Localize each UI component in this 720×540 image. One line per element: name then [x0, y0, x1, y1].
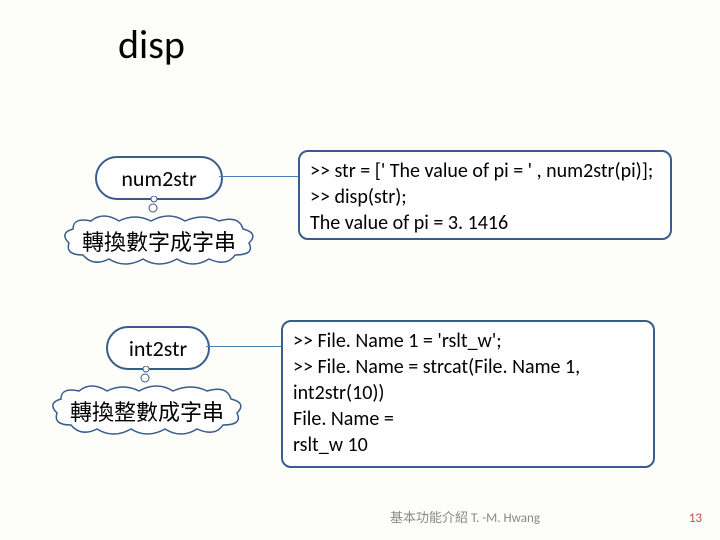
int2str-cloud-label: 轉換整數成字串 — [51, 385, 243, 437]
int2str-pill: int2str — [106, 326, 210, 370]
num2str-cloud-label: 轉換數字成字串 — [63, 215, 255, 267]
page-number: 13 — [689, 511, 702, 526]
int2str-pill-label: int2str — [129, 335, 187, 362]
code-line: File. Name = — [293, 406, 643, 432]
num2str-cloud: 轉換數字成字串 — [63, 215, 255, 267]
code-line: int2str(10)) — [293, 380, 643, 406]
code-line: rslt_w 10 — [293, 432, 643, 458]
connector-int2str — [206, 346, 281, 347]
code-line: >> disp(str); — [310, 184, 660, 210]
code-line: >> File. Name 1 = 'rslt_w'; — [293, 328, 643, 354]
code-line: >> str = [' The value of pi = ' , num2st… — [310, 158, 660, 184]
code-line: >> File. Name = strcat(File. Name 1, — [293, 354, 643, 380]
num2str-pill: num2str — [95, 156, 223, 200]
int2str-code-box: >> File. Name 1 = 'rslt_w'; >> File. Nam… — [281, 320, 655, 468]
num2str-code-box: >> str = [' The value of pi = ' , num2st… — [298, 150, 672, 240]
code-line: The value of pi = 3. 1416 — [310, 210, 660, 236]
slide-title: disp — [118, 20, 185, 69]
num2str-pill-label: num2str — [121, 165, 196, 192]
connector-num2str — [219, 176, 298, 177]
footer-text: 基本功能介紹 T. -M. Hwang — [390, 507, 540, 526]
int2str-cloud: 轉換整數成字串 — [51, 385, 243, 437]
